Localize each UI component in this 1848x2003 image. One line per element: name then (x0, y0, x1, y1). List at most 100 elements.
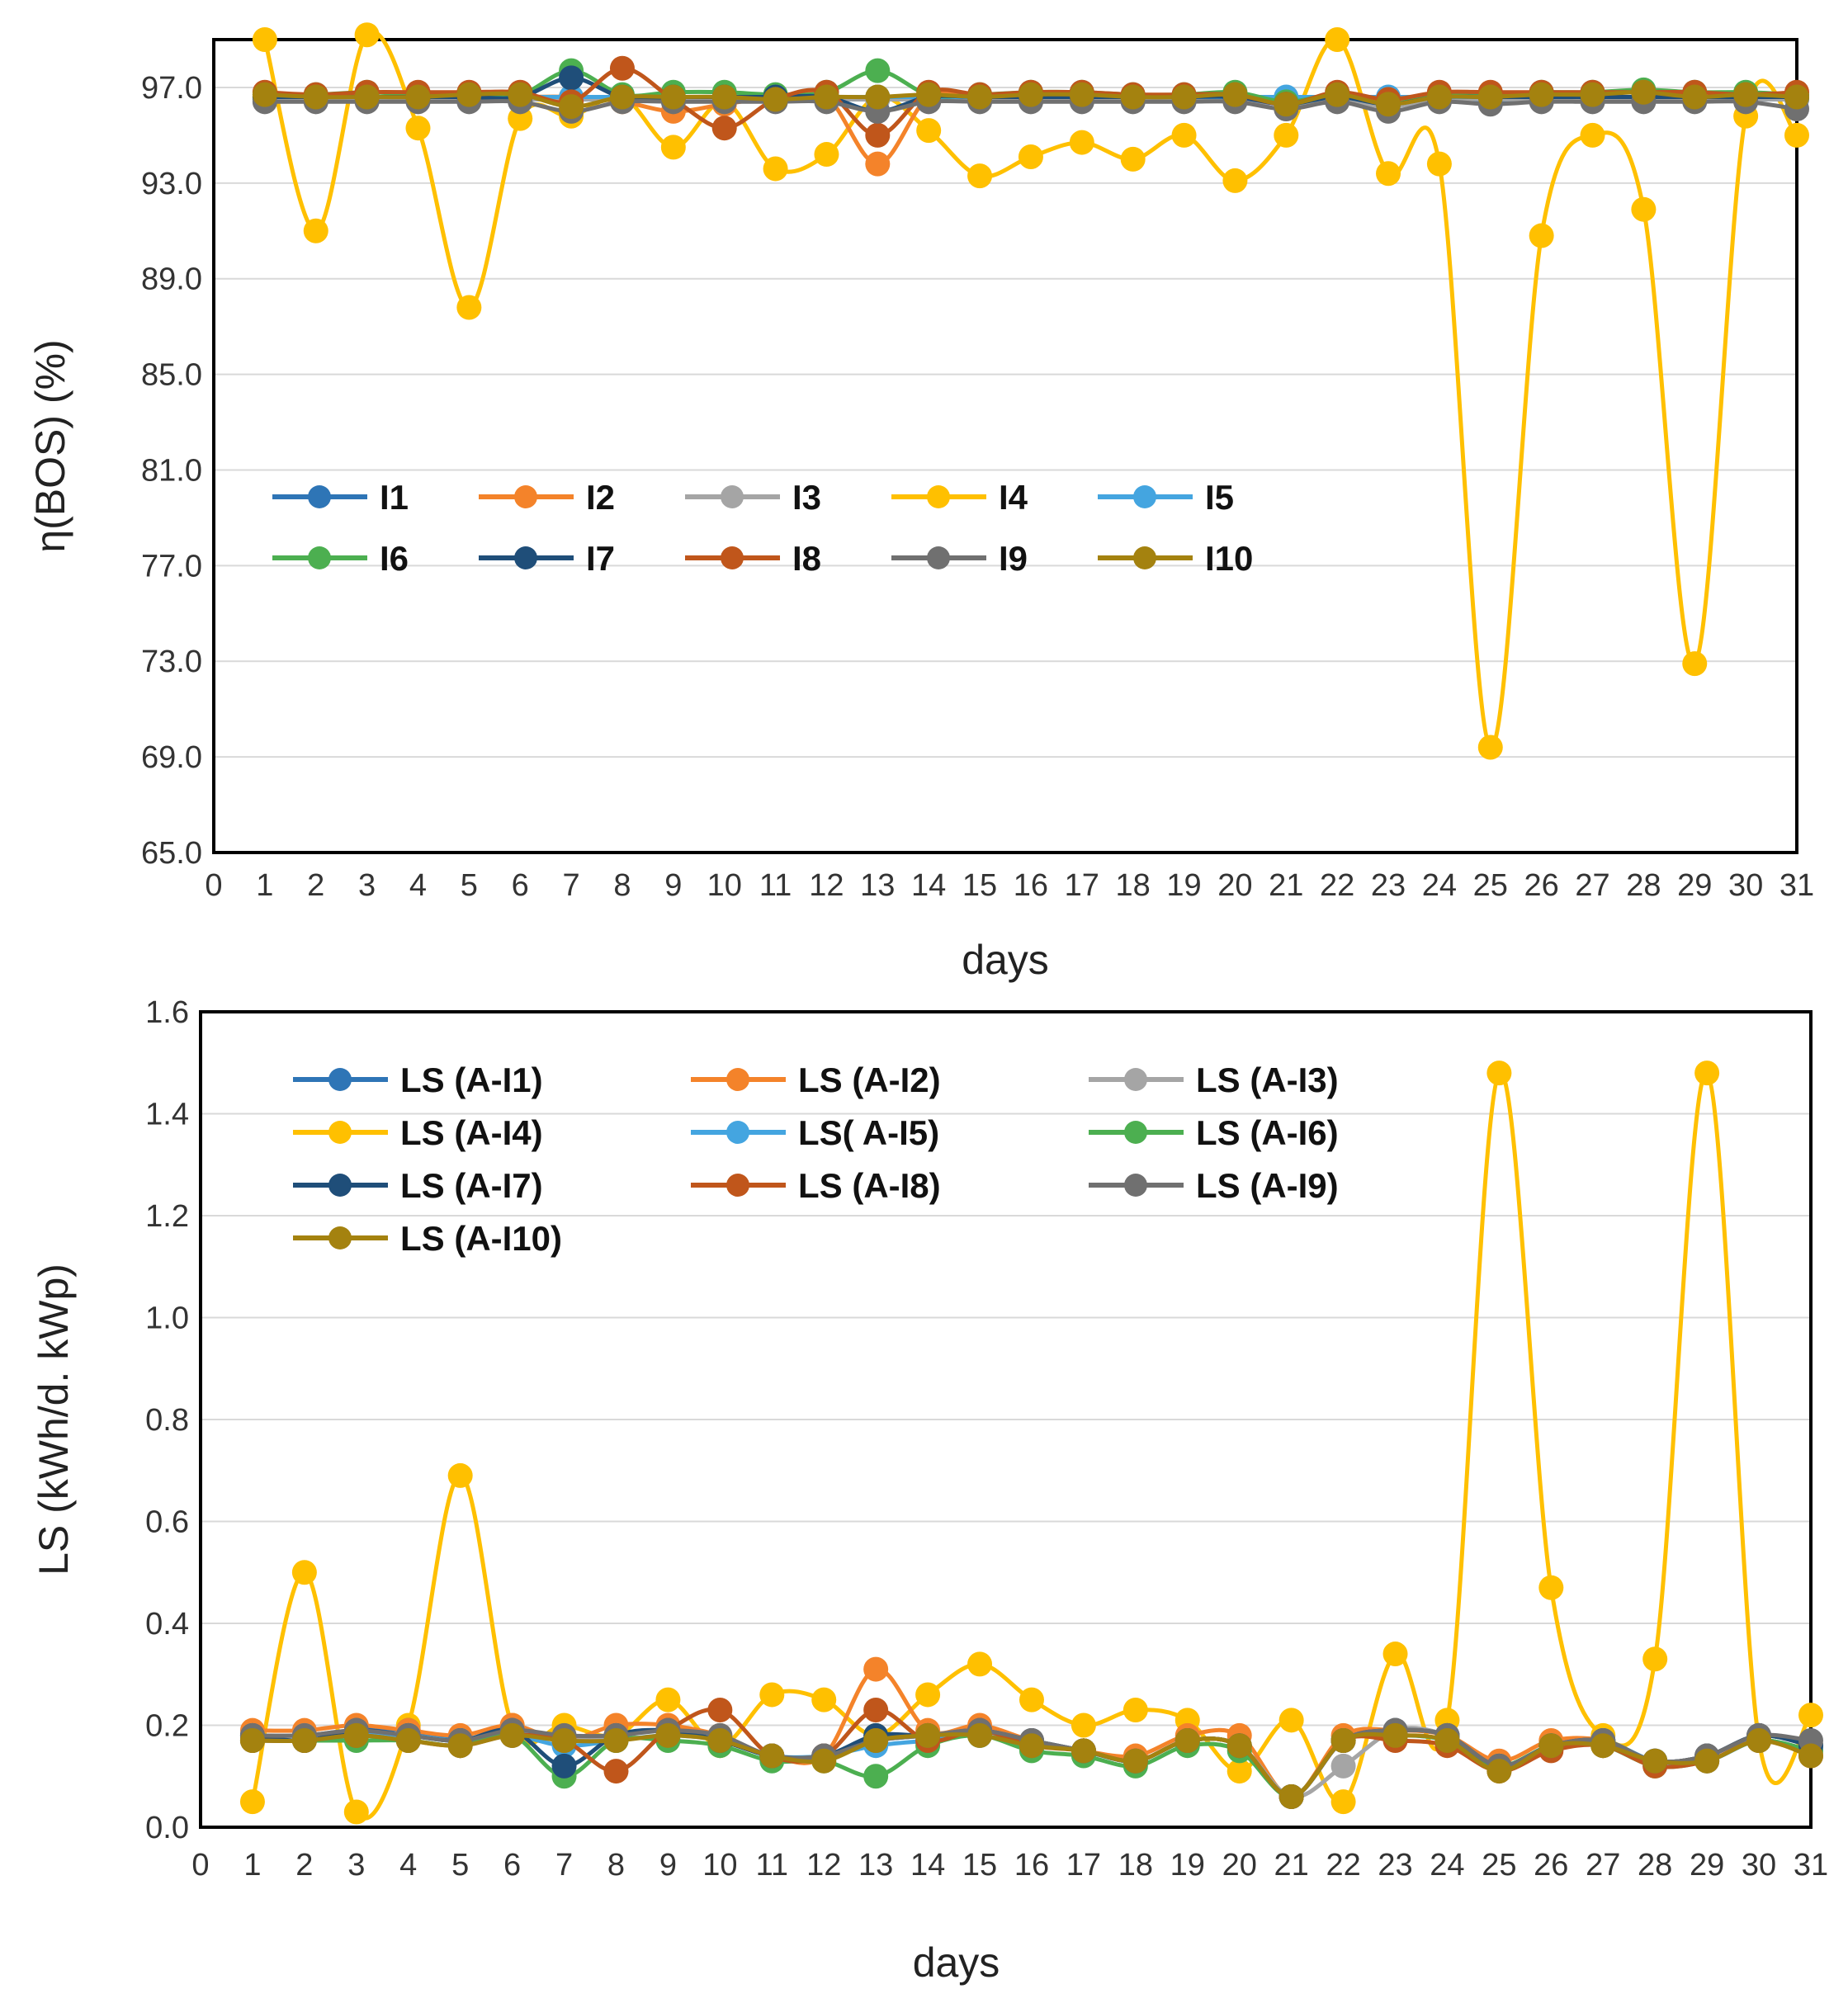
data-point (1071, 1712, 1096, 1738)
x-tick-label: 25 (1482, 1848, 1516, 1883)
data-point (1018, 144, 1043, 169)
data-point (1069, 130, 1094, 155)
data-point (303, 218, 328, 243)
data-point (1580, 82, 1605, 107)
legend-label: I6 (380, 539, 409, 578)
data-point (447, 1733, 473, 1759)
legend-label: I3 (792, 478, 821, 517)
data-point (1382, 1722, 1408, 1748)
x-tick-label: 30 (1728, 868, 1763, 903)
data-point (967, 1651, 993, 1677)
legend-item: LS (A-I4) (293, 1113, 543, 1152)
legend: LS (A-I1) LS (A-I2) LS (A-I3) LS (A-I4) LS( … (293, 1061, 1339, 1258)
data-point (660, 135, 686, 160)
legend-label: I5 (1205, 478, 1234, 517)
legend-swatch-marker (308, 485, 331, 508)
y-axis-title: η(BOS) (%) (27, 339, 73, 552)
data-point (1529, 82, 1554, 107)
x-tick-label: 4 (409, 868, 427, 903)
y-tick-label: 73.0 (141, 645, 202, 679)
x-tick-label: 29 (1690, 1848, 1724, 1883)
data-point (1642, 1748, 1668, 1774)
x-tick-label: 21 (1274, 1848, 1309, 1883)
data-point (863, 1697, 889, 1722)
plot-frame (212, 38, 1798, 854)
y-tick-label: 0.4 (145, 1607, 189, 1642)
data-point (865, 122, 891, 148)
x-tick-label: 0 (191, 1848, 209, 1883)
x-tick-label: 21 (1269, 868, 1303, 903)
legend-item: I4 (891, 478, 1028, 517)
legend-item: LS (A-I10) (293, 1219, 562, 1258)
x-tick-label: 13 (858, 1848, 893, 1883)
x-tick-label: 28 (1626, 868, 1661, 903)
series-i4 (252, 22, 1809, 760)
legend-item: LS (A-I2) (691, 1061, 941, 1099)
data-point (967, 163, 993, 189)
data-point (1018, 82, 1043, 107)
legend-swatch-marker (726, 1068, 749, 1091)
data-point (343, 1722, 369, 1748)
legend-label: I1 (380, 478, 409, 517)
x-tick-label: 6 (512, 868, 529, 903)
x-tick-label: 20 (1217, 868, 1252, 903)
data-point (1123, 1697, 1148, 1722)
data-point (1538, 1575, 1564, 1600)
data-point (1226, 1759, 1252, 1784)
y-tick-label: 69.0 (141, 740, 202, 775)
data-point (1486, 1759, 1512, 1784)
series-ls-a-i10 (239, 1722, 1823, 1809)
data-point (1580, 122, 1605, 148)
data-point (1426, 151, 1452, 177)
x-tick-label: 26 (1534, 1848, 1568, 1883)
x-tick-label: 12 (809, 868, 844, 903)
data-point (655, 1687, 681, 1712)
data-point (1278, 1708, 1304, 1733)
data-point (1486, 1061, 1512, 1086)
x-tick-label: 16 (1014, 1848, 1049, 1883)
x-tick-label: 11 (759, 868, 792, 903)
data-point (1477, 84, 1503, 110)
data-point (499, 1722, 525, 1748)
data-point (354, 22, 380, 48)
x-tick-label: 8 (607, 1848, 625, 1883)
data-point (763, 87, 788, 112)
legend-label: I7 (586, 539, 615, 578)
data-point (551, 1753, 577, 1779)
legend-label: LS (A-I3) (1196, 1061, 1339, 1099)
data-point (508, 82, 533, 107)
legend-item: I5 (1098, 478, 1234, 517)
x-tick-label: 9 (659, 1848, 677, 1883)
legend-label: I4 (999, 478, 1028, 517)
x-tick-label: 17 (1066, 1848, 1101, 1883)
series-group (252, 22, 1809, 760)
bos-efficiency-chart: 65.069.073.077.081.085.089.093.097.00 1 2 3… (27, 22, 1814, 983)
series-group (239, 1061, 1823, 1825)
x-tick-label: 6 (503, 1848, 521, 1883)
legend-label: I10 (1205, 539, 1253, 578)
y-tick-label: 1.2 (145, 1199, 189, 1234)
data-point (1538, 1733, 1564, 1759)
x-tick-label: 31 (1794, 1848, 1828, 1883)
y-axis-title: LS (kWh/d. kWp) (31, 1264, 77, 1575)
data-point (1376, 92, 1401, 117)
legend-item: LS (A-I6) (1089, 1113, 1339, 1152)
x-tick-label: 16 (1014, 868, 1048, 903)
data-point (711, 84, 737, 110)
x-tick-label: 18 (1116, 868, 1151, 903)
data-point (1226, 1733, 1252, 1759)
x-tick-label: 10 (707, 868, 742, 903)
x-tick-label: 25 (1473, 868, 1508, 903)
y-tick-label: 0.6 (145, 1505, 189, 1540)
data-point (1631, 196, 1657, 222)
series-i10 (252, 79, 1809, 120)
data-point (447, 1462, 473, 1488)
legend-item: I8 (685, 539, 821, 578)
system-losses-chart: 0.00.20.40.60.81.01.21.41.60 1 2 3 4 5 6 7 8 9 10 1… (31, 995, 1828, 1986)
x-tick-label: 15 (962, 868, 997, 903)
data-point (551, 1728, 577, 1754)
legend-swatch-marker (927, 485, 950, 508)
legend-label: LS( A-I5) (798, 1113, 939, 1152)
x-tick-label: 7 (555, 1848, 573, 1883)
x-tick-label: 2 (307, 868, 324, 903)
